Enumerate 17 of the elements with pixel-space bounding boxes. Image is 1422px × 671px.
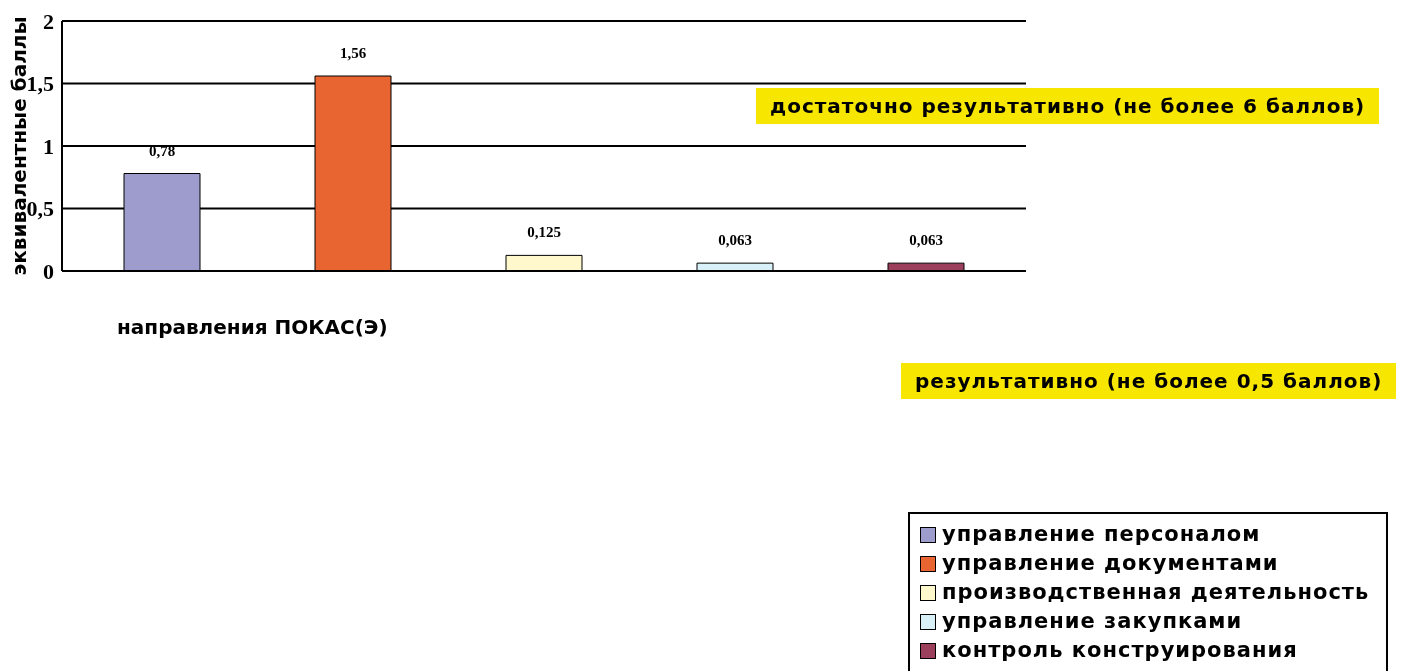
y-tick-label: 0 — [43, 258, 54, 284]
x-axis-title: направления ПОКАС(Э) — [117, 315, 388, 339]
data-label: 0,063 — [909, 232, 943, 249]
y-tick-label: 2 — [43, 8, 54, 34]
annotation: достаточно результативно (не более 6 баллов) — [756, 88, 1380, 124]
legend-label: управление закупками — [941, 608, 1244, 635]
data-label: 0,125 — [527, 224, 561, 241]
data-label: 0,063 — [718, 232, 752, 249]
legend-label: управление документами — [941, 550, 1280, 577]
data-label: 1,56 — [339, 45, 367, 61]
y-tick-label: 0,5 — [26, 196, 54, 222]
legend-label: производственная деятельность — [941, 579, 1371, 606]
y-tick-label: 1 — [43, 133, 54, 159]
text: результативно (не более 0,5 баллов) — [901, 363, 1397, 399]
legend-label: управление персоналом — [941, 521, 1262, 548]
y-tick-label: 1,5 — [26, 71, 54, 97]
legend-label: контроль конструирования — [941, 637, 1299, 664]
